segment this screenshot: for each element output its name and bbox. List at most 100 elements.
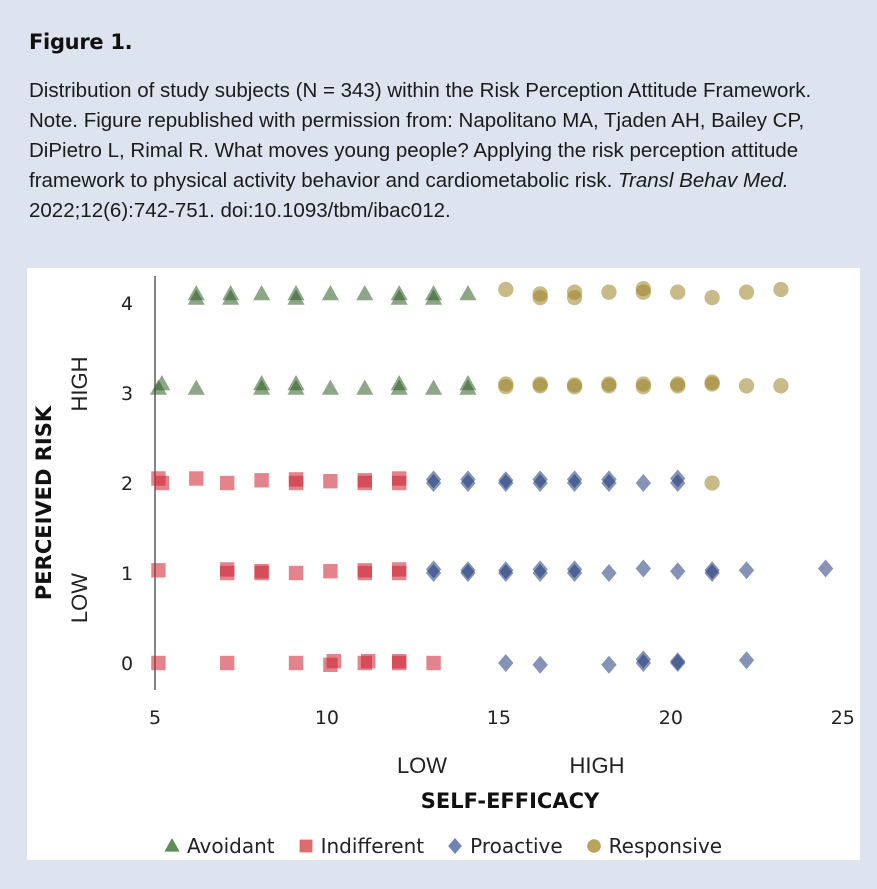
x-axis-title: SELF-EFFICACY bbox=[421, 789, 600, 813]
indifferent-point bbox=[323, 474, 338, 489]
indifferent-point bbox=[288, 655, 304, 671]
indifferent-point bbox=[361, 654, 376, 669]
responsive-point bbox=[635, 280, 651, 297]
proactive-point bbox=[425, 560, 442, 579]
avoidant-point bbox=[222, 289, 240, 305]
figure-caption: Distribution of study subjects (N = 343)… bbox=[29, 76, 859, 226]
caption-journal: Transl Behav Med. bbox=[618, 169, 789, 192]
responsive-point bbox=[601, 376, 617, 392]
avoidant-point bbox=[153, 375, 171, 391]
indifferent-point bbox=[151, 655, 166, 671]
diamond-icon bbox=[448, 838, 462, 854]
avoidant-point bbox=[321, 285, 339, 301]
avoidant-point bbox=[356, 285, 374, 301]
y-tick-label: 0 bbox=[121, 653, 133, 675]
proactive-point bbox=[425, 470, 442, 489]
responsive-point bbox=[670, 284, 686, 300]
y-axis-low-label: LOW bbox=[67, 573, 92, 623]
proactive-point bbox=[601, 564, 617, 582]
avoidant-point bbox=[390, 289, 408, 305]
avoidant-point bbox=[425, 379, 443, 395]
caption-main-text: Distribution of study subjects (N = 343)… bbox=[29, 79, 812, 192]
responsive-point bbox=[704, 475, 720, 491]
responsive-point bbox=[704, 289, 720, 306]
triangle-icon bbox=[164, 838, 180, 852]
legend-item-indifferent: Indifferent bbox=[297, 834, 425, 858]
proactive-point bbox=[532, 560, 548, 579]
responsive-point bbox=[498, 376, 514, 392]
indifferent-point bbox=[357, 473, 372, 488]
responsive-point bbox=[738, 378, 755, 394]
responsive-point bbox=[532, 376, 548, 392]
y-tick-label: 4 bbox=[121, 293, 133, 315]
legend-item-responsive: Responsive bbox=[585, 834, 722, 858]
indifferent-point bbox=[151, 563, 166, 578]
proactive-point bbox=[460, 561, 476, 580]
proactive-point bbox=[635, 559, 651, 578]
proactive-point bbox=[738, 651, 755, 670]
responsive-point bbox=[773, 378, 789, 394]
indifferent-point bbox=[254, 473, 269, 488]
y-tick-label: 3 bbox=[121, 383, 133, 405]
avoidant-point bbox=[390, 379, 408, 395]
responsive-point bbox=[566, 377, 583, 393]
indifferent-point bbox=[220, 655, 235, 671]
indifferent-point bbox=[154, 475, 170, 491]
proactive-point bbox=[532, 470, 548, 489]
proactive-point bbox=[532, 655, 548, 674]
proactive-point bbox=[460, 470, 476, 489]
legend-label: Proactive bbox=[470, 834, 563, 858]
proactive-point bbox=[498, 561, 514, 580]
legend-item-proactive: Proactive bbox=[446, 834, 563, 858]
legend-label: Avoidant bbox=[187, 834, 275, 858]
legend-marker bbox=[299, 839, 313, 853]
avoidant-point bbox=[459, 285, 477, 301]
proactive-point bbox=[498, 471, 514, 490]
avoidant-point bbox=[187, 379, 205, 395]
proactive-point bbox=[601, 470, 617, 489]
avoidant-point bbox=[356, 379, 374, 395]
responsive-point bbox=[670, 376, 686, 392]
proactive-point bbox=[566, 470, 583, 489]
proactive-point bbox=[498, 654, 514, 672]
x-axis-high-label: HIGH bbox=[570, 753, 625, 778]
avoidant-point bbox=[187, 289, 205, 305]
x-tick-label: 20 bbox=[659, 707, 683, 729]
indifferent-point bbox=[254, 564, 269, 579]
proactive-point bbox=[670, 469, 686, 488]
proactive-point bbox=[670, 652, 686, 671]
y-axis-title: PERCEIVED RISK bbox=[32, 405, 56, 600]
responsive-point bbox=[601, 284, 617, 300]
responsive-point bbox=[738, 284, 755, 300]
y-tick-label: 1 bbox=[121, 563, 133, 585]
responsive-point bbox=[532, 286, 548, 302]
proactive-point bbox=[635, 650, 651, 669]
legend-marker bbox=[448, 838, 462, 854]
scatter-chart: 0 1 2 3 4 5 10 15 20 25 LOW HIGH SELF-EFFICACY PE… bbox=[32, 276, 855, 813]
circle-icon bbox=[586, 839, 601, 853]
avoidant-point bbox=[459, 379, 477, 395]
y-axis-high-label: HIGH bbox=[67, 357, 92, 412]
chart-legend: Avoidant Indifferent Proactive Responsive bbox=[163, 832, 722, 860]
avoidant-point bbox=[253, 379, 271, 395]
x-tick-label: 5 bbox=[149, 707, 161, 729]
indifferent-point bbox=[189, 471, 204, 486]
avoidant-point bbox=[253, 285, 271, 301]
responsive-point bbox=[773, 281, 789, 298]
square-icon bbox=[299, 839, 313, 853]
avoidant-point bbox=[287, 289, 305, 305]
chart-panel: 0 1 2 3 4 5 10 15 20 25 LOW HIGH SELF-EFFICACY PE… bbox=[27, 268, 860, 860]
legend-marker bbox=[164, 838, 180, 852]
x-axis-low-label: LOW bbox=[397, 753, 447, 778]
proactive-point bbox=[635, 474, 651, 492]
proactive-point bbox=[704, 561, 720, 580]
indifferent-point bbox=[326, 654, 342, 669]
proactive-point bbox=[601, 655, 617, 674]
responsive-point bbox=[635, 376, 651, 392]
indifferent-point bbox=[391, 654, 407, 669]
indifferent-point bbox=[323, 564, 338, 579]
indifferent-point bbox=[220, 562, 235, 577]
indifferent-point bbox=[288, 565, 304, 581]
legend-label: Indifferent bbox=[320, 834, 425, 858]
figure-title: Figure 1. bbox=[29, 30, 133, 54]
